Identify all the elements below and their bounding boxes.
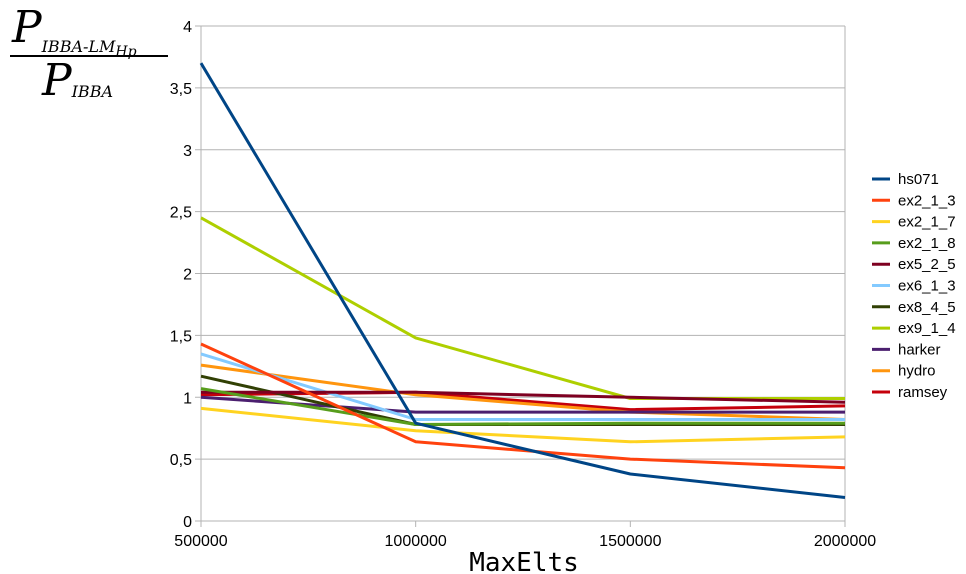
series-line-hs071 [199, 62, 846, 499]
y-label-denominator-main: P [41, 55, 73, 106]
legend-label: ex8_4_5 [898, 299, 956, 316]
series-line-ex2-1-7 [200, 406, 846, 444]
legend-label: ex6_1_3 [898, 278, 956, 295]
y-label-numerator-subsub: Hp [114, 44, 136, 60]
x-tick-label: 500000 [174, 533, 227, 550]
y-tick-label: 2,5 [170, 205, 192, 222]
legend-label: ex9_1_4 [898, 320, 956, 337]
legend-label: harker [898, 341, 941, 358]
axes: 0 0,5 1 1,5 2 2,5 3 3,5 4 500000 1000000 1500000 200… [170, 19, 876, 550]
y-tick-label: 2 [183, 267, 192, 284]
y-tick-label: 4 [183, 19, 192, 36]
y-label-denominator: PIBBA [41, 55, 113, 106]
legend-label: hs071 [898, 171, 939, 188]
y-tick-label: 3 [183, 143, 192, 160]
x-tick-label: 1500000 [599, 533, 661, 550]
legend-label: hydro [898, 363, 936, 380]
gridlines [201, 25, 846, 521]
series-line-ex2-1-8 [200, 387, 845, 426]
legend-label: ramsey [898, 384, 948, 401]
series-line-hydro [200, 363, 846, 421]
x-axis-label: MaxElts [469, 548, 579, 574]
y-tick-label: 0 [183, 514, 192, 531]
series-line-harker [200, 395, 845, 414]
series-line-ex6-1-3 [200, 352, 845, 421]
y-tick-label: 3,5 [170, 81, 192, 98]
series-lines [199, 62, 846, 499]
legend-label: ex5_2_5 [898, 256, 956, 273]
y-tick-label: 1 [183, 390, 192, 407]
legend-label: ex2_1_3 [898, 192, 956, 209]
y-label-denominator-sub: IBBA [71, 82, 113, 101]
y-label-numerator: PIBBA-LMHp [11, 2, 137, 60]
x-tick-label: 2000000 [814, 533, 876, 550]
y-label-numerator-sub: IBBA-LM [41, 37, 116, 56]
y-label-numerator-main: P [11, 2, 43, 53]
y-axis-label: PIBBA-LMHp PIBBA [10, 2, 168, 106]
legend-label: ex2_1_7 [898, 214, 956, 231]
series-line-ex2-1-3 [200, 342, 846, 470]
legend: hs071 ex2_1_3 ex2_1_7 ex2_1_8 ex5_2_5 ex6_1_3… [872, 171, 956, 401]
x-tick-label: 1000000 [385, 533, 447, 550]
legend-label: ex2_1_8 [898, 235, 956, 252]
y-tick-label: 1,5 [170, 328, 192, 345]
y-tick-label: 0,5 [170, 452, 192, 469]
